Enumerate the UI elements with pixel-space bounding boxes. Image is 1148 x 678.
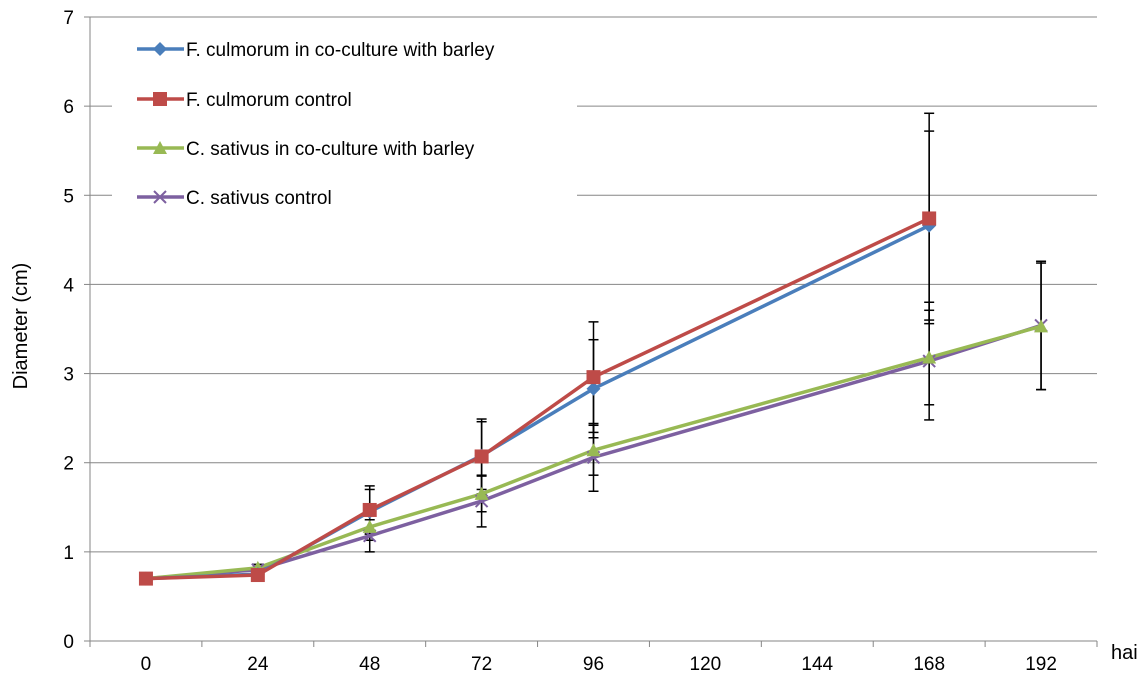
x-tick-label: 24 xyxy=(247,654,269,675)
y-tick-label: 1 xyxy=(63,543,74,564)
series-line xyxy=(145,216,930,581)
legend-label: F. culmorum control xyxy=(186,90,352,111)
legend-swatch-marker xyxy=(153,141,167,154)
data-point xyxy=(474,486,489,500)
x-tick-label: 48 xyxy=(359,654,380,675)
axes xyxy=(84,16,1098,647)
x-axis-title: hai xyxy=(1111,642,1138,664)
y-tick-label: 3 xyxy=(63,365,74,386)
data-point xyxy=(474,449,489,464)
y-tick-label: 4 xyxy=(63,275,74,296)
y-tick-label: 2 xyxy=(63,454,74,475)
y-axis-title: Diameter (cm) xyxy=(10,263,32,390)
legend: F. culmorum in co-culture with barley F. … xyxy=(112,27,577,227)
x-tick-label: 96 xyxy=(583,654,604,675)
data-point xyxy=(922,350,937,364)
y-tick-label: 7 xyxy=(63,8,74,29)
data-point xyxy=(250,568,265,583)
y-tick-labels: 0 1 2 3 4 5 6 7 xyxy=(63,8,74,653)
data-point xyxy=(586,443,601,457)
x-tick-label: 120 xyxy=(690,654,722,675)
data-point xyxy=(362,519,377,533)
data-point xyxy=(138,571,153,586)
y-tick-label: 0 xyxy=(63,632,74,653)
legend-label: C. sativus in co-culture with barley xyxy=(186,139,475,160)
data-point xyxy=(1034,319,1049,333)
x-tick-label: 72 xyxy=(471,654,492,675)
x-tick-label: 168 xyxy=(913,654,945,675)
y-tick-label: 5 xyxy=(63,186,74,207)
data-point xyxy=(586,381,601,396)
legend-background xyxy=(112,27,577,227)
x-tick-label: 0 xyxy=(141,654,152,675)
x-tick-labels: 0 24 48 72 96 120 144 168 192 xyxy=(141,654,1057,675)
data-point xyxy=(922,211,937,226)
legend-swatch-marker xyxy=(153,92,167,106)
marker-stroke xyxy=(153,190,167,204)
legend-swatch-marker xyxy=(153,190,167,204)
data-point xyxy=(362,502,377,517)
x-tick-label: 192 xyxy=(1025,654,1057,675)
series-line xyxy=(145,224,930,581)
y-tick-label: 6 xyxy=(63,97,74,118)
data-point xyxy=(586,370,601,385)
legend-label: F. culmorum in co-culture with barley xyxy=(186,40,495,61)
series-markers xyxy=(138,211,1049,586)
x-tick-label: 144 xyxy=(801,654,833,675)
legend-label: C. sativus control xyxy=(186,188,332,209)
legend-swatch-marker xyxy=(153,42,167,56)
